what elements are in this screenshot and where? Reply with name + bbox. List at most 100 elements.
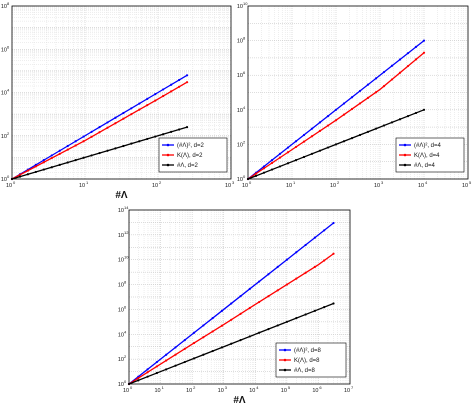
data-point [278,165,282,168]
data-point [165,368,168,371]
series-line [11,126,188,180]
data-point [211,349,214,353]
data-point [58,149,61,152]
data-point [366,96,370,99]
y-tick-label: 10 [237,4,243,10]
data-point [162,94,165,98]
chart-d4: 1001011021031041051001021041061081010(#Λ… [237,1,472,189]
data-point [374,127,378,130]
data-point [286,162,290,165]
data-point [310,127,314,130]
data-point [146,375,149,378]
y-tick-label: 10 [237,39,243,45]
x-tick-exponent: 6 [319,385,322,390]
data-point [318,121,322,124]
y-tick-label: 10 [1,177,7,183]
data-point [358,133,362,137]
data-point [358,102,362,105]
data-point [285,283,289,286]
data-point [98,126,101,129]
data-point [177,78,181,82]
legend-marker [283,358,287,362]
data-point [174,364,177,367]
data-point [258,300,261,304]
x-tick-exponent: 0 [13,180,16,185]
y-tick-label: 10 [118,233,124,239]
data-point [146,104,149,107]
data-point [318,149,322,152]
legend-label: K(Λ), d=2 [177,153,203,159]
x-axis-label: #Λ [233,395,246,406]
data-point [270,161,274,165]
y-tick-label: 10 [1,134,7,140]
legend-marker [166,153,170,157]
data-point [130,107,133,110]
data-point [276,265,279,269]
x-tick-exponent: 5 [288,385,291,390]
data-point [270,159,274,162]
data-point [138,140,141,143]
y-tick-exponent: 4 [124,329,127,334]
data-point [170,130,173,133]
data-point [122,117,125,120]
x-tick-label: 10 [330,183,336,189]
legend-marker [283,348,287,352]
data-point [34,165,37,168]
data-point [106,126,109,129]
y-tick-label: 10 [118,382,124,388]
data-point [154,99,157,102]
data-point [304,271,307,274]
chart-panel-d8: 10 0 10 1 10 2 10 3 10 4 10 5 10 6 10 7 10 0 10 2 10 4 10 6 10 8 1… [115,205,360,406]
data-point [211,317,214,320]
data-point [220,324,224,327]
data-point [313,236,317,239]
legend: (#Λ)², d=2 K(Λ), d=2 #Λ, d=2 [158,137,228,173]
data-point [239,295,242,298]
y-tick-label: 10 [1,4,7,10]
data-point [34,170,37,174]
data-point [294,145,298,149]
data-point [262,165,266,168]
y-tick-label: 10 [237,73,243,79]
data-point [326,146,330,149]
data-point [230,318,233,321]
data-point [366,83,370,86]
data-point [254,174,258,177]
x-tick-label: 10 [242,183,248,189]
data-point [154,135,157,138]
data-point [248,335,251,338]
data-point [295,317,298,320]
data-point [304,313,307,316]
y-tick-label: 10 [237,108,243,114]
data-point [183,360,186,364]
data-point [155,371,158,375]
data-point [239,338,242,342]
data-point [114,147,117,150]
data-point [310,152,314,155]
data-point [10,177,14,181]
data-point [390,78,394,81]
x-tick-exponent: 3 [225,385,228,390]
data-point [422,39,426,42]
legend-label: #Λ, d=4 [414,163,436,169]
legend-marker [403,143,407,147]
y-tick-label: 10 [237,142,243,148]
data-point [398,58,402,61]
y-tick-label: 10 [237,177,243,183]
data-point [302,140,306,143]
data-point [332,221,335,225]
data-point [294,140,298,143]
y-tick-label: 10 [118,357,124,363]
data-point [358,89,362,93]
data-point [286,151,290,154]
data-point [310,135,314,138]
data-point [270,168,274,171]
data-point [366,130,370,133]
data-point [130,142,133,145]
data-point [138,102,141,105]
data-point [285,320,289,323]
data-point [414,58,418,61]
